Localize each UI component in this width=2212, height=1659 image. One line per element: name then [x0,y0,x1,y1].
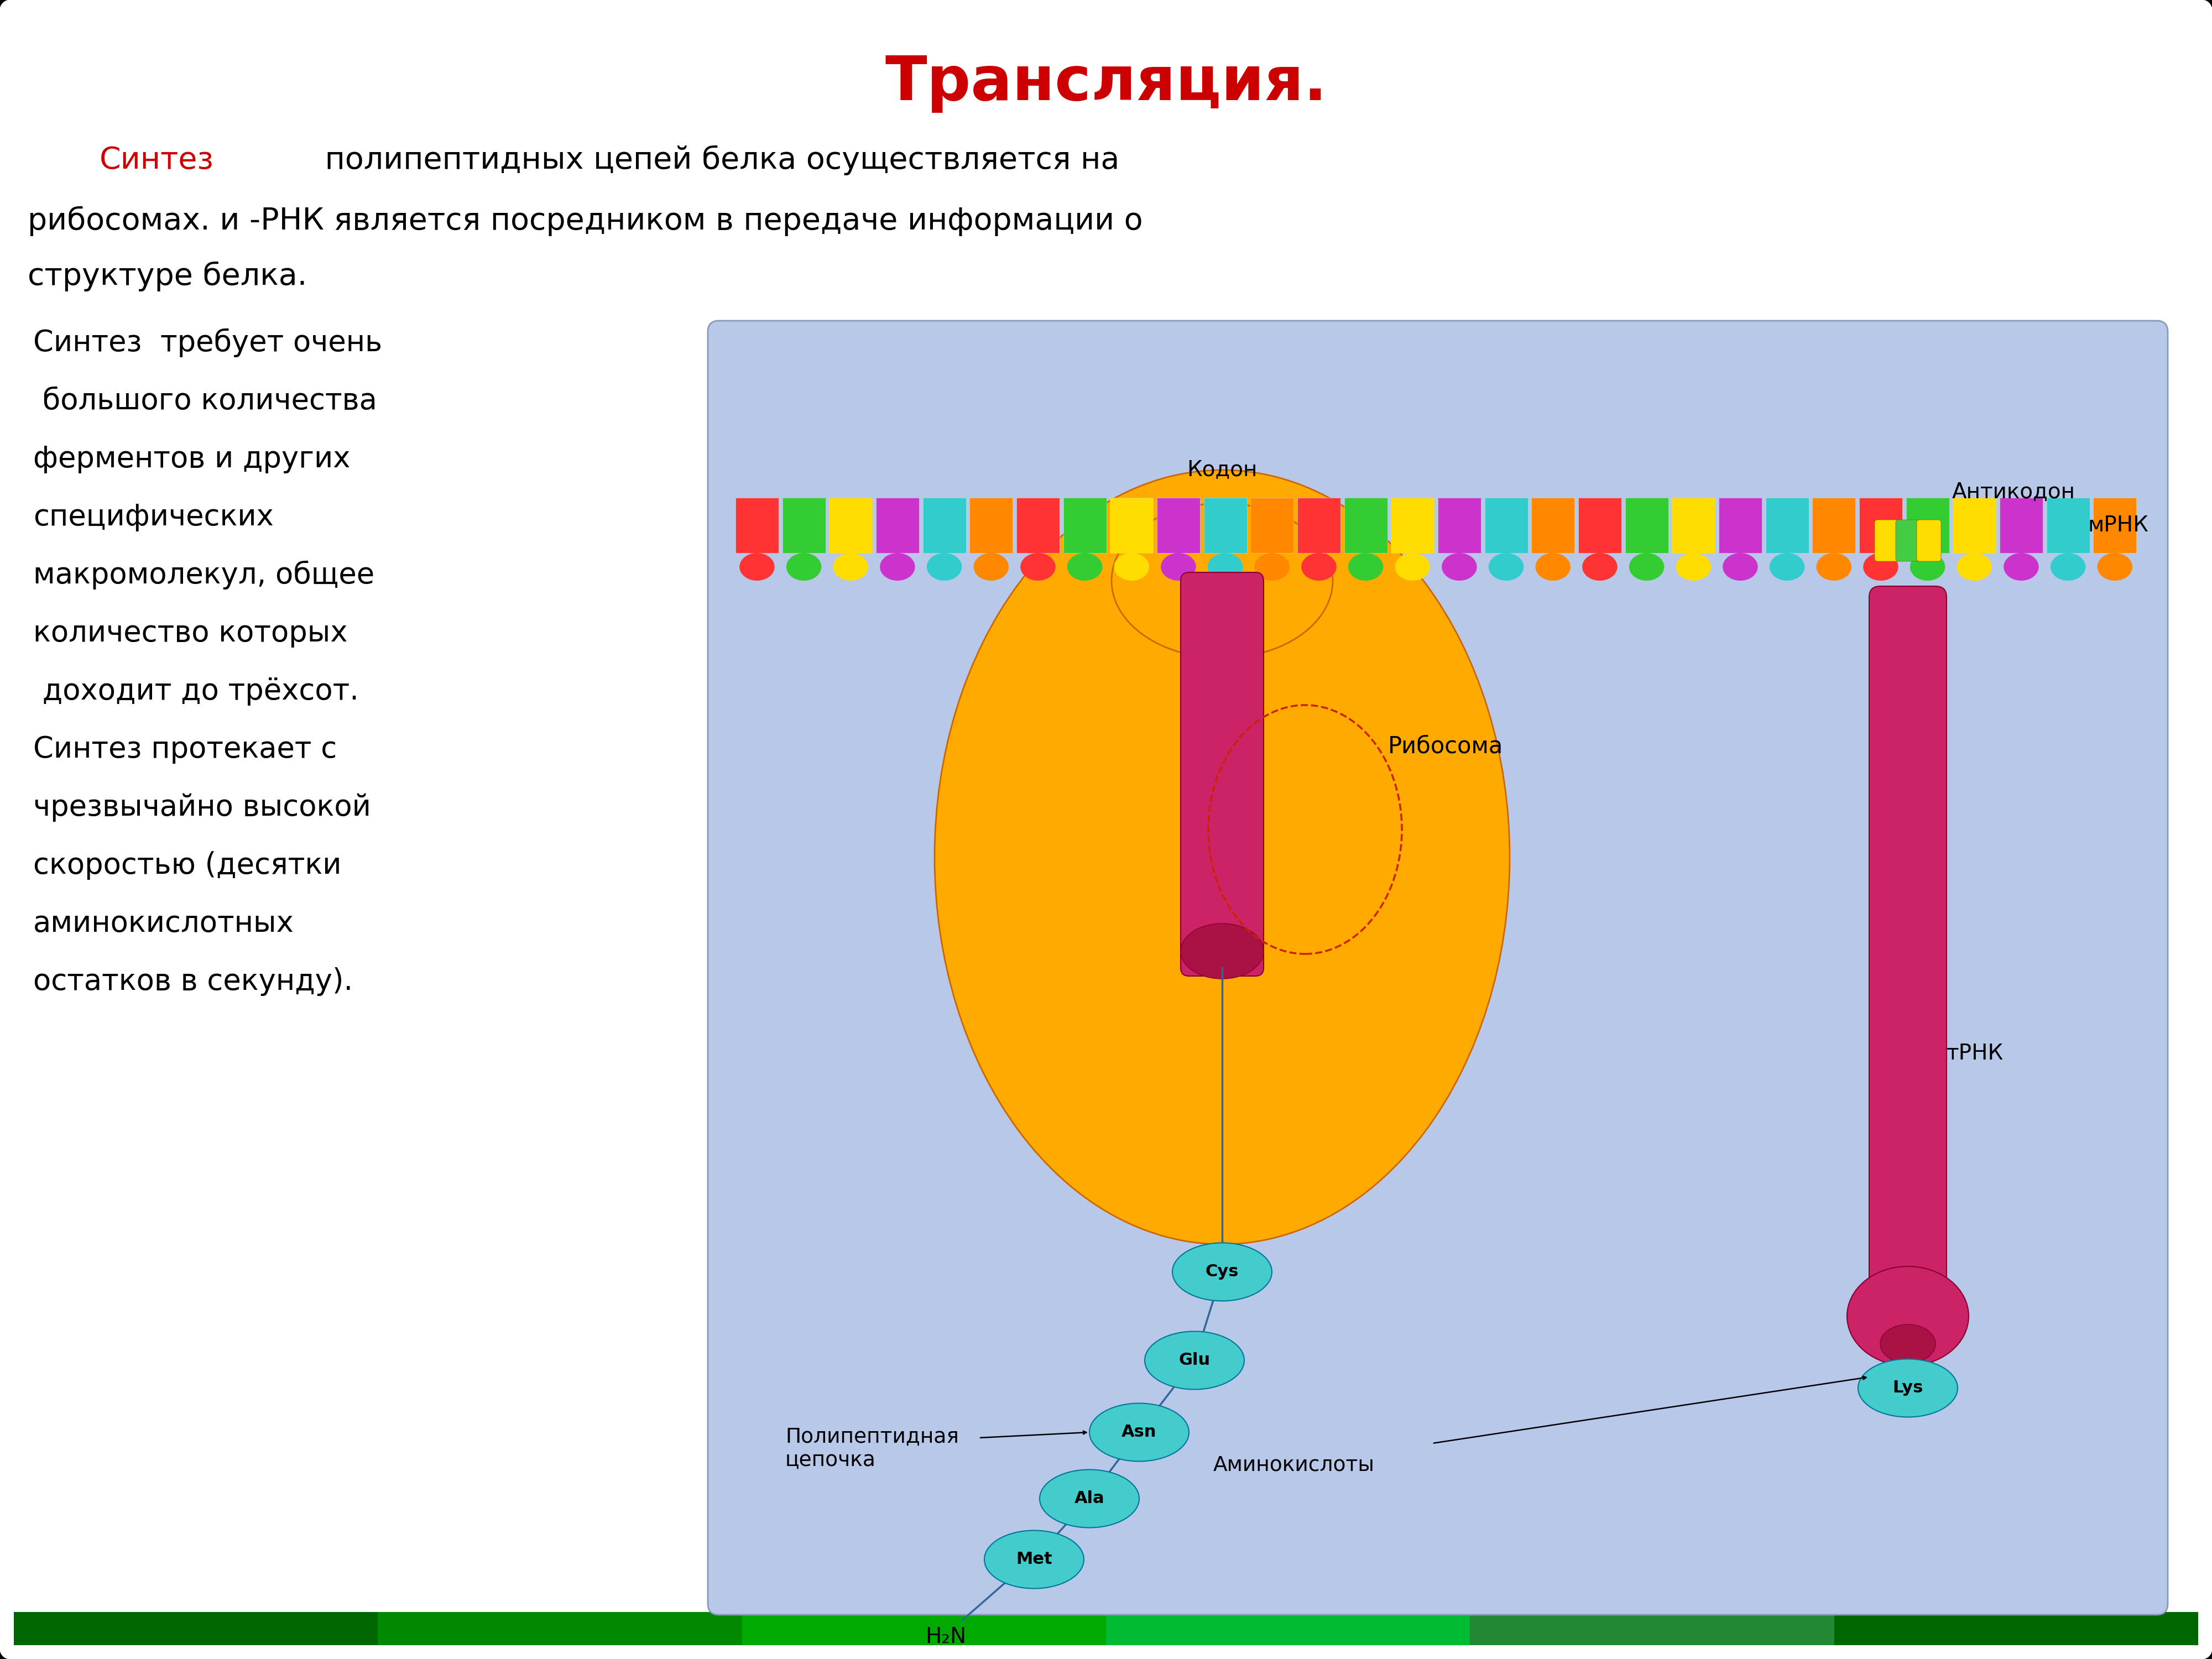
Text: Полипептидная
цепочка: Полипептидная цепочка [785,1427,958,1470]
Text: большого количества: большого количества [33,387,376,415]
Ellipse shape [2051,552,2086,581]
FancyBboxPatch shape [1157,498,1199,552]
Ellipse shape [1582,552,1617,581]
Ellipse shape [1161,552,1197,581]
Text: ферментов и других: ферментов и других [33,445,349,473]
FancyBboxPatch shape [1110,498,1152,552]
Ellipse shape [1088,1404,1190,1462]
Ellipse shape [973,552,1009,581]
FancyBboxPatch shape [1672,498,1714,552]
FancyBboxPatch shape [1876,519,1898,561]
FancyBboxPatch shape [1916,519,1942,561]
FancyBboxPatch shape [1907,498,1949,552]
Text: структуре белка.: структуре белка. [27,262,307,292]
Ellipse shape [1442,552,1478,581]
FancyBboxPatch shape [1869,586,1947,1311]
FancyBboxPatch shape [2000,498,2042,552]
FancyBboxPatch shape [1484,498,1528,552]
Ellipse shape [1723,552,1759,581]
Ellipse shape [834,552,869,581]
FancyBboxPatch shape [13,1613,378,1646]
FancyBboxPatch shape [1896,519,1920,561]
Ellipse shape [739,552,774,581]
Ellipse shape [1181,924,1263,979]
FancyBboxPatch shape [1181,572,1263,975]
Ellipse shape [2004,552,2039,581]
FancyBboxPatch shape [1471,1613,1834,1646]
Ellipse shape [1858,1359,1958,1417]
Ellipse shape [1020,552,1055,581]
Ellipse shape [1909,552,1944,581]
Ellipse shape [1863,552,1898,581]
Text: Синтез: Синтез [100,146,215,176]
FancyBboxPatch shape [1626,498,1668,552]
Ellipse shape [1677,552,1712,581]
Ellipse shape [1254,552,1290,581]
Text: H₂N: H₂N [925,1626,967,1647]
FancyBboxPatch shape [378,1613,741,1646]
FancyBboxPatch shape [1531,498,1575,552]
Ellipse shape [1172,1243,1272,1301]
Ellipse shape [1347,552,1383,581]
FancyBboxPatch shape [1858,498,1902,552]
Ellipse shape [1880,1324,1936,1364]
FancyBboxPatch shape [1438,498,1480,552]
Ellipse shape [1301,552,1336,581]
Ellipse shape [1535,552,1571,581]
Text: чрезвычайно высокой: чрезвычайно высокой [33,793,372,821]
Text: доходит до трёхсот.: доходит до трёхсот. [33,677,358,705]
Ellipse shape [927,552,962,581]
FancyBboxPatch shape [741,1613,1106,1646]
Text: Синтез  требует очень: Синтез требует очень [33,328,383,357]
Ellipse shape [1066,552,1102,581]
Text: Asn: Asn [1121,1423,1157,1440]
Ellipse shape [1113,503,1332,659]
FancyBboxPatch shape [876,498,918,552]
Ellipse shape [1628,552,1663,581]
Text: количество которых: количество которых [33,619,347,647]
FancyBboxPatch shape [2046,498,2090,552]
Ellipse shape [1040,1470,1139,1528]
Ellipse shape [1770,552,1805,581]
FancyBboxPatch shape [708,320,2168,1614]
Ellipse shape [1396,552,1431,581]
FancyBboxPatch shape [734,498,779,552]
FancyBboxPatch shape [2093,498,2137,552]
Text: остатков в секунду).: остатков в секунду). [33,967,354,995]
FancyBboxPatch shape [1579,498,1621,552]
FancyBboxPatch shape [1391,498,1433,552]
Text: специфических: специфических [33,503,274,531]
FancyBboxPatch shape [1834,1613,2199,1646]
FancyBboxPatch shape [1106,1613,1471,1646]
Text: Ala: Ala [1075,1490,1104,1506]
Text: Met: Met [1015,1551,1053,1568]
Text: Cys: Cys [1206,1264,1239,1281]
Text: Антикодон: Антикодон [1951,481,2075,503]
Text: мРНК: мРНК [2088,514,2148,536]
FancyBboxPatch shape [1203,498,1248,552]
FancyBboxPatch shape [1345,498,1387,552]
Text: Кодон: Кодон [1188,460,1256,481]
Text: Рибосома: Рибосома [1389,735,1504,758]
FancyBboxPatch shape [922,498,967,552]
Text: тРНК: тРНК [1947,1044,2004,1065]
Ellipse shape [2097,552,2132,581]
Text: Аминокислоты: Аминокислоты [1212,1455,1376,1475]
Text: рибосомах. и -РНК является посредником в передаче информации о: рибосомах. и -РНК является посредником в… [27,206,1144,236]
Text: полипептидных цепей белка осуществляется на: полипептидных цепей белка осуществляется… [316,146,1119,176]
FancyBboxPatch shape [1765,498,1809,552]
Ellipse shape [984,1530,1084,1589]
FancyBboxPatch shape [1719,498,1761,552]
Ellipse shape [933,469,1509,1244]
FancyBboxPatch shape [1250,498,1294,552]
Ellipse shape [1847,1266,1969,1365]
Ellipse shape [1489,552,1524,581]
Ellipse shape [785,552,821,581]
Ellipse shape [1816,552,1851,581]
Ellipse shape [1146,1331,1243,1390]
Text: Синтез протекает с: Синтез протекает с [33,735,336,763]
Text: Lys: Lys [1893,1380,1922,1397]
Ellipse shape [1958,552,1993,581]
FancyBboxPatch shape [1296,498,1340,552]
